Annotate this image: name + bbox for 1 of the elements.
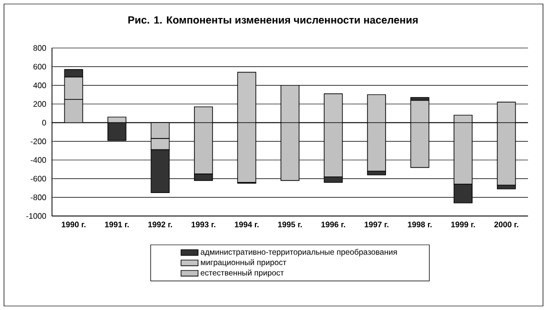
chart-title: Рис. 1. Компоненты изменения численности населения xyxy=(128,16,418,24)
